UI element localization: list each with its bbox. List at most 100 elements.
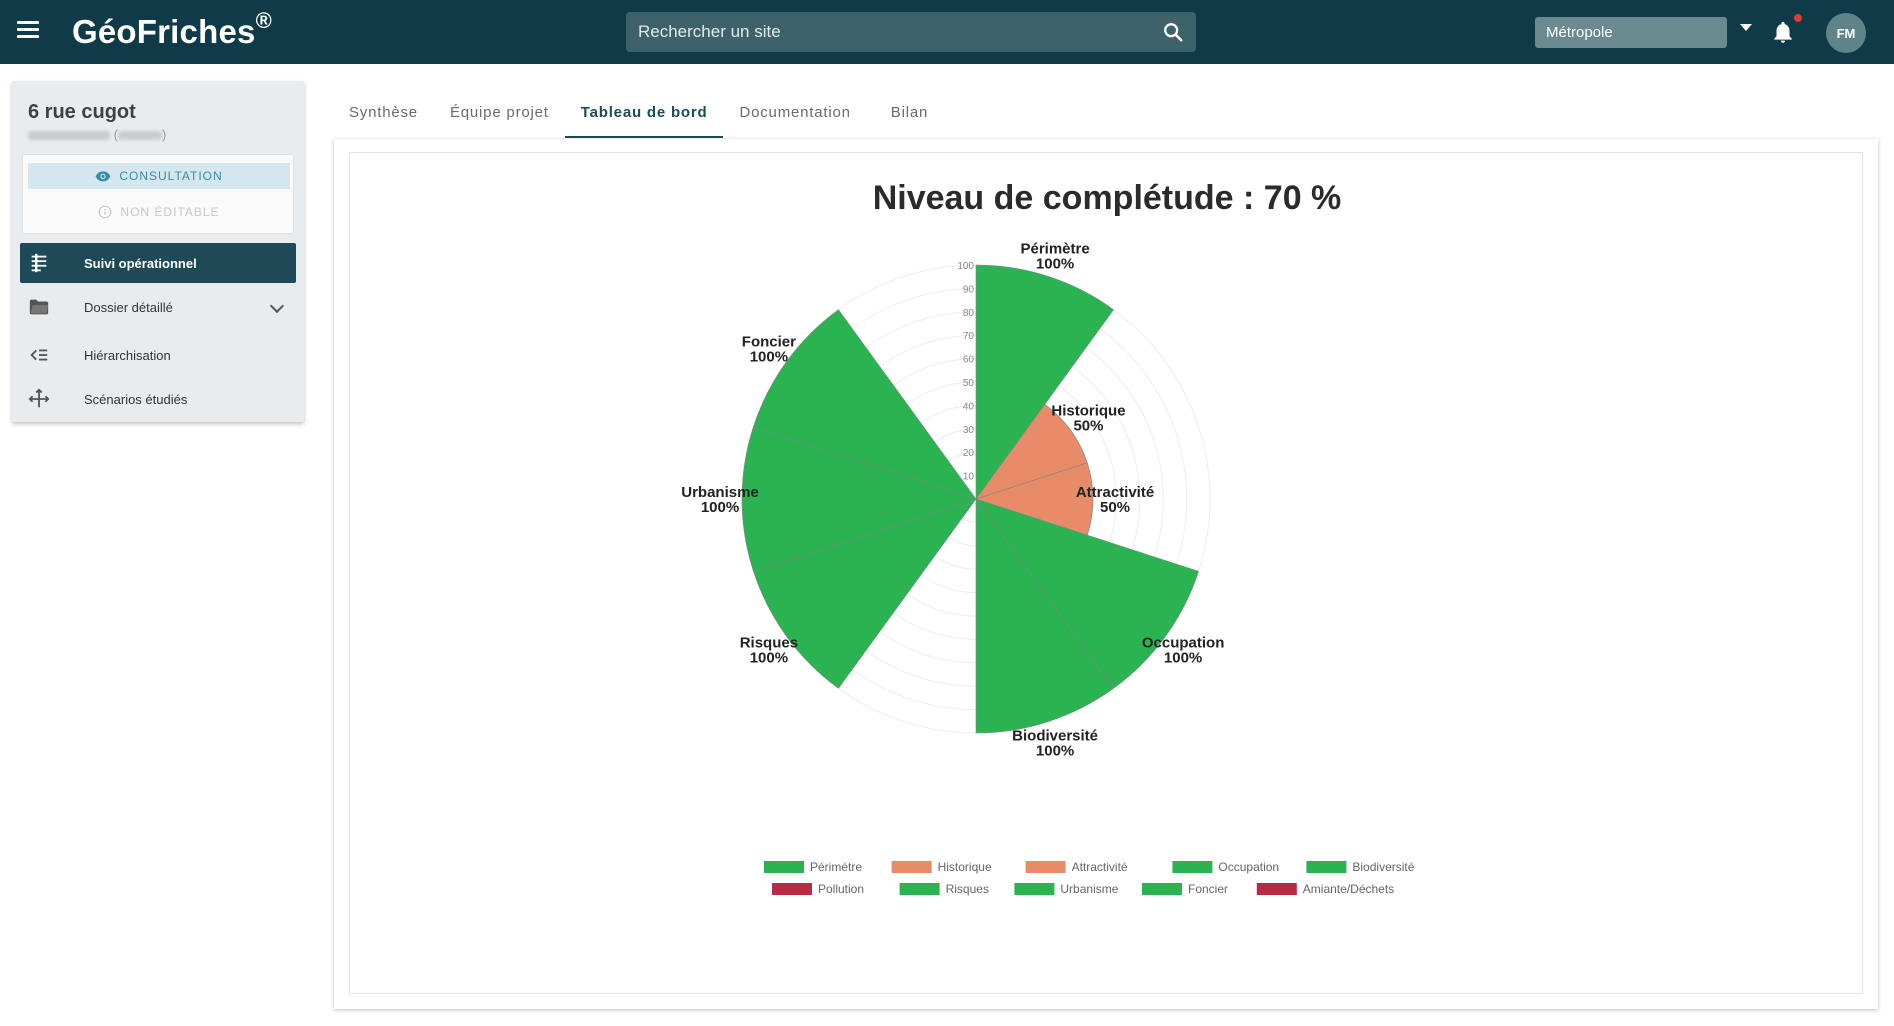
region-select[interactable]: Métropole (1535, 17, 1727, 48)
non-editable-label: NON ÉDITABLE (120, 205, 220, 219)
sidebar-item-hierarchisation[interactable]: Hiérarchisation (20, 335, 296, 375)
category-label: Urbanisme (681, 484, 759, 501)
value-label: 100% (701, 499, 739, 516)
polar-slice (975, 264, 1114, 500)
legend-swatch (1025, 861, 1066, 873)
polar-slice (975, 403, 1088, 500)
value-label: 100% (750, 649, 788, 666)
r-tick-label: 90 (963, 284, 975, 295)
folder-icon (29, 299, 49, 315)
redacted-text (28, 131, 110, 141)
value-label: 50% (1100, 499, 1130, 516)
legend-label: Occupation (1218, 860, 1279, 874)
r-tick-label: 60 (963, 355, 975, 366)
category-label: Biodiversité (1012, 727, 1098, 744)
legend-label: Amiante/Déchets (1303, 882, 1394, 896)
search-icon[interactable] (1162, 21, 1184, 43)
hierarchy-icon (30, 349, 48, 361)
tab-synthese[interactable]: Synthèse (349, 104, 418, 121)
polar-slice (975, 498, 1114, 734)
polar-slice (753, 498, 977, 689)
legend-label: Foncier (1188, 882, 1228, 896)
sidebar-item-scenarios-etudies[interactable]: Scénarios étudiés (20, 379, 296, 419)
info-icon (99, 205, 112, 219)
value-label: 100% (750, 349, 788, 366)
legend-label: Biodiversité (1352, 860, 1414, 874)
search-input[interactable] (638, 12, 1138, 52)
legend-swatch (1142, 883, 1182, 895)
tab-bar: Synthèse Équipe projet Tableau de bord D… (333, 94, 944, 138)
value-label: 100% (1164, 649, 1202, 666)
sidebar-item-label: Hiérarchisation (84, 347, 171, 363)
legend-swatch (1172, 861, 1213, 873)
category-label: Périmètre (1020, 241, 1089, 258)
site-address: () (28, 127, 166, 142)
mode-panel: CONSULTATION NON ÉDITABLE (22, 154, 294, 234)
top-app-bar: GéoFriches® Métropole FM (0, 0, 1894, 64)
notification-badge (1794, 14, 1802, 22)
legend-swatch (772, 883, 812, 895)
site-sidebar: 6 rue cugot () CONSULTATION NON ÉDITABLE (12, 81, 304, 422)
legend-label: Pollution (818, 882, 864, 896)
sidebar-item-label: Scénarios étudiés (84, 391, 188, 407)
tab-documentation[interactable]: Documentation (739, 104, 851, 121)
site-sub-open: ( (113, 127, 118, 142)
legend-label: Risques (946, 882, 989, 896)
chevron-down-icon[interactable] (269, 298, 285, 314)
legend-swatch (1306, 861, 1347, 873)
redacted-text (117, 131, 162, 141)
bell-icon[interactable] (1770, 19, 1796, 45)
dashboard-card: Niveau de complétude : 70 % 10 20 30 40 50 60… (334, 139, 1878, 1009)
r-tick-label: 80 (963, 308, 975, 319)
r-tick-label: 70 (963, 331, 975, 342)
consultation-label: CONSULTATION (119, 169, 223, 183)
value-label: 100% (1036, 256, 1074, 273)
value-label: 100% (1036, 742, 1074, 759)
trademark-symbol: ® (255, 8, 272, 33)
value-label: 50% (1073, 417, 1103, 434)
r-tick-label: 100 (957, 261, 974, 272)
legend-swatch (899, 883, 940, 895)
tab-bilan[interactable]: Bilan (890, 104, 929, 121)
sidebar-item-label: Dossier détaillé (84, 299, 173, 315)
legend-label: Urbanisme (1060, 882, 1118, 896)
chart-container: Niveau de complétude : 70 % 10 20 30 40 50 60… (349, 152, 1863, 994)
non-editable-status: NON ÉDITABLE (28, 199, 290, 225)
r-tick-label: 30 (963, 425, 975, 436)
app-logo[interactable]: GéoFriches® (72, 8, 272, 51)
consultation-mode-button[interactable]: CONSULTATION (28, 163, 290, 189)
category-label: Risques (740, 634, 798, 651)
legend-swatch (1014, 883, 1055, 895)
scenario-icon (28, 388, 50, 408)
polar-slice (975, 498, 1199, 689)
category-label: Attractivité (1076, 484, 1154, 501)
site-name: 6 rue cugot (28, 101, 136, 123)
menu-icon[interactable] (17, 21, 39, 41)
legend-swatch (1256, 883, 1297, 895)
category-label: Historique (1051, 402, 1125, 419)
r-tick-label: 40 (963, 401, 975, 412)
avatar[interactable]: FM (1826, 13, 1866, 53)
legend-label: Attractivité (1072, 860, 1128, 874)
site-sub-close: ) (161, 127, 167, 142)
legend-swatch (891, 861, 932, 873)
polar-slice (741, 426, 977, 572)
completion-polar-chart: 102030405060708090100Périmètre100%Histor… (681, 241, 1415, 896)
chevron-down-icon[interactable] (1740, 24, 1752, 31)
tab-tableau-de-bord[interactable]: Tableau de bord (564, 94, 724, 138)
tab-equipe-projet[interactable]: Équipe projet (449, 104, 549, 121)
sidebar-item-suivi-operationnel[interactable]: Suivi opérationnel (20, 243, 296, 283)
category-label: Occupation (1142, 634, 1225, 651)
r-tick-label: 20 (963, 448, 975, 459)
eye-icon (95, 171, 111, 182)
legend-swatch (764, 861, 804, 873)
legend-label: Périmètre (810, 860, 862, 874)
sidebar-item-dossier-detaille[interactable]: Dossier détaillé (20, 287, 296, 327)
category-label: Foncier (742, 334, 796, 351)
r-tick-label: 10 (963, 472, 975, 483)
r-tick-label: 50 (963, 378, 975, 389)
tracking-icon (31, 253, 47, 273)
search-bar (626, 12, 1196, 52)
sidebar-item-label: Suivi opérationnel (84, 255, 197, 271)
legend-label: Historique (938, 860, 992, 874)
